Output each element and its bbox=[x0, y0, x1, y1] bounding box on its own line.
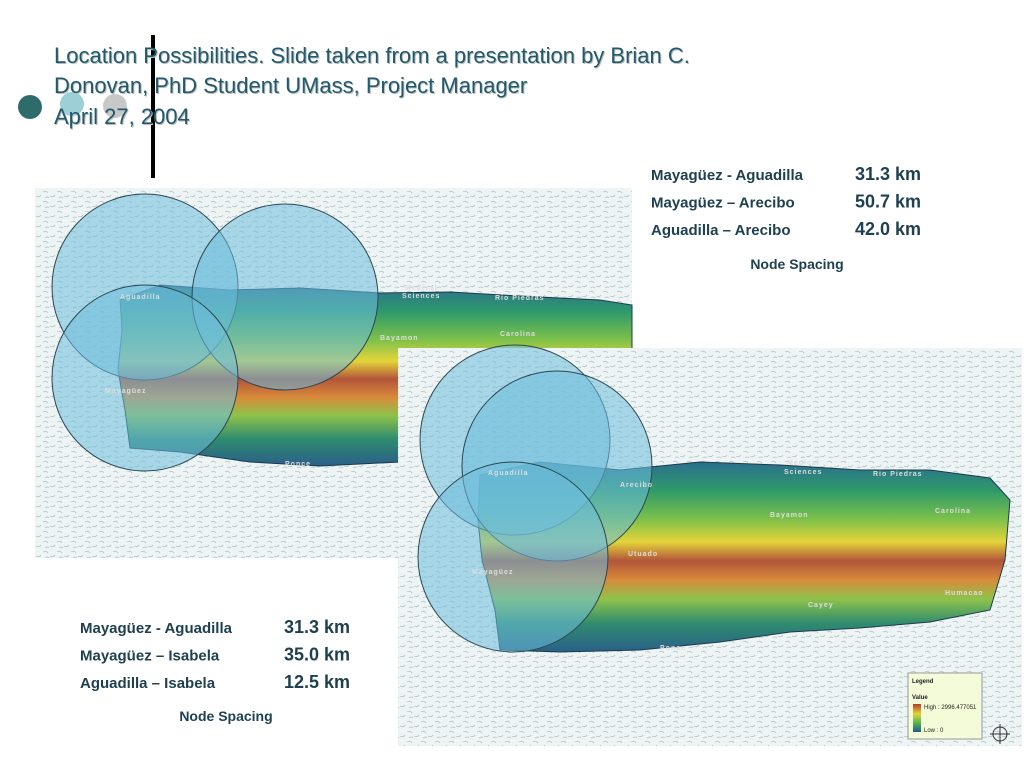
compass bbox=[990, 724, 1010, 744]
distance: 31.3 km bbox=[855, 164, 921, 184]
map-label: Bayamon bbox=[380, 335, 419, 342]
distance: 42.0 km bbox=[855, 219, 921, 239]
decor-dot bbox=[103, 94, 127, 118]
place-pair: Aguadilla – Isabela bbox=[80, 675, 216, 692]
caption: Node Spacing bbox=[179, 708, 272, 724]
legend-low: Low : 0 bbox=[924, 728, 944, 734]
title-line: Donovan, PhD Student UMass, Project Mana… bbox=[54, 73, 527, 98]
map-label: Ponce bbox=[660, 645, 686, 652]
place-pair: Mayagüez – Arecibo bbox=[651, 195, 795, 212]
spacing-table: Mayagüez - Aguadilla 31.3 km Mayagüez – Is… bbox=[80, 617, 350, 724]
decor-dot bbox=[60, 92, 84, 116]
map-label: Sciences bbox=[402, 293, 440, 300]
map-label: Sciences bbox=[784, 469, 822, 476]
distance: 50.7 km bbox=[855, 192, 921, 212]
spacing-table: Mayagüez - Aguadilla 31.3 km Mayagüez – Ar… bbox=[651, 164, 921, 272]
map-label: Cayey bbox=[808, 602, 834, 609]
legend-title: Legend bbox=[912, 679, 934, 685]
map-label: Humacao bbox=[945, 590, 984, 597]
map-label: Bayamon bbox=[770, 512, 809, 519]
map-label: Utuado bbox=[628, 551, 658, 558]
map-label: Mayagüez bbox=[105, 388, 146, 395]
title-line: Location Possibilities. Slide taken from… bbox=[54, 43, 690, 68]
map-label: Mayagüez bbox=[472, 569, 513, 576]
place-pair: Aguadilla – Arecibo bbox=[651, 222, 790, 239]
map-label: Carolina bbox=[935, 508, 971, 515]
map-label: Ponce bbox=[285, 461, 311, 468]
map-label: Medical bbox=[405, 285, 438, 292]
distance: 12.5 km bbox=[284, 672, 350, 692]
map-label: Aguadilla bbox=[120, 294, 161, 301]
map-label: Medical bbox=[787, 460, 820, 467]
map-legend: Legend Value High : 2996.477051 Low : 0 bbox=[907, 672, 983, 740]
map-2: Aguadilla Medical Sciences Rio Piedras A… bbox=[398, 344, 1022, 746]
map-label: Carolina bbox=[500, 331, 536, 338]
map-label: Arecibo bbox=[620, 482, 653, 489]
place-pair: Mayagüez - Aguadilla bbox=[80, 620, 233, 637]
place-pair: Mayagüez – Isabela bbox=[80, 648, 220, 665]
map-label: Rio Piedras bbox=[873, 471, 923, 478]
title-line: April 27, 2004 bbox=[54, 104, 190, 129]
distance: 35.0 km bbox=[284, 645, 350, 665]
decor-dot bbox=[18, 95, 42, 119]
place-pair: Mayagüez - Aguadilla bbox=[651, 167, 804, 184]
legend-high: High : 2996.477051 bbox=[924, 705, 977, 711]
legend-subtitle: Value bbox=[912, 695, 928, 701]
map-label: Rio Piedras bbox=[495, 295, 545, 302]
distance: 31.3 km bbox=[284, 617, 350, 637]
caption: Node Spacing bbox=[750, 256, 843, 272]
map-label: Aguadilla bbox=[488, 470, 529, 477]
